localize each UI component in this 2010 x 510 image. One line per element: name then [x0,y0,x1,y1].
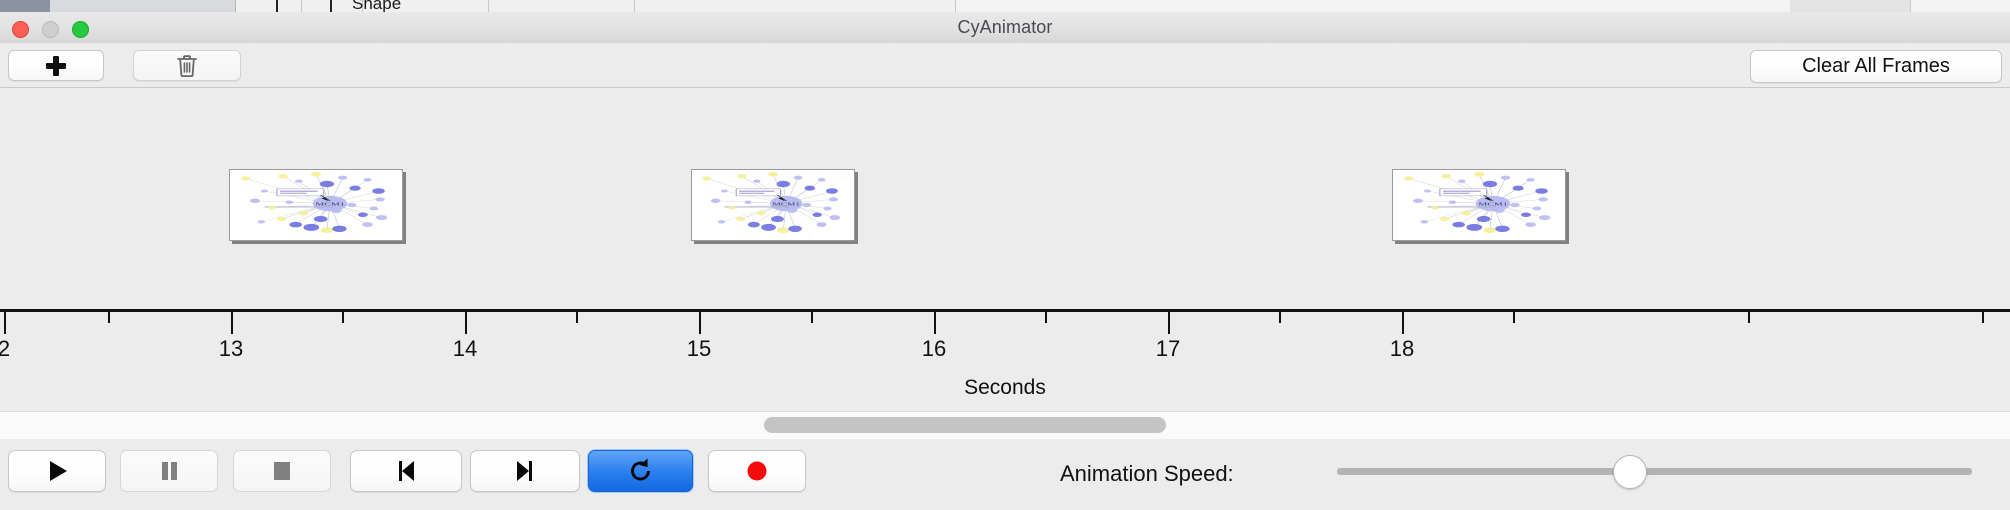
record-button[interactable] [708,450,806,492]
plus-icon [45,55,67,77]
timeline-tick-label: 2 [0,336,11,361]
timeline-frame-thumbnail[interactable]: MCM1 [229,169,403,241]
pause-icon [162,462,177,480]
play-button[interactable] [8,450,106,492]
timeline-scrollbar-thumb[interactable] [763,417,1166,433]
svg-text:MCM1: MCM1 [1478,201,1508,206]
timeline-scrollbar[interactable] [0,411,2010,440]
timeline-axis [0,309,2010,312]
timeline-tick-major [934,312,936,334]
timeline-tick-major [1168,312,1170,334]
close-icon[interactable] [12,21,29,38]
background-cell [236,0,302,12]
timeline-frame-thumbnail[interactable]: MCM1 [691,169,855,241]
timeline-tick-major [231,312,233,334]
timeline-tick-label: 13 [218,336,244,361]
slider-track [1337,468,1972,475]
timeline-frame-thumbnail[interactable]: MCM1 [1392,169,1566,241]
background-glyph [276,0,278,12]
animation-speed-slider[interactable] [1337,455,1972,489]
timeline-tick-label: 15 [686,336,712,361]
background-window-strip: Shape [0,0,2010,12]
timeline-tick-minor [342,312,344,323]
timeline-tick-major [4,312,6,334]
playback-control-bar: Animation Speed: [0,439,2010,510]
timeline-tick-label: 16 [921,336,947,361]
timeline-tick-minor [811,312,813,323]
background-cell [489,0,635,12]
traffic-light-group [12,21,89,38]
play-icon [50,461,67,481]
svg-text:MCM1: MCM1 [772,201,800,206]
background-cell [1790,0,1911,12]
background-glyph [330,0,332,12]
frame-toolbar: Clear All Frames [0,43,2010,88]
loop-button[interactable] [588,450,693,492]
timeline-tick-minor [1982,312,1984,323]
stop-button[interactable] [233,450,331,492]
background-window-label: Shape [352,0,402,12]
background-panel-2 [50,0,236,12]
svg-text:MCM1: MCM1 [315,201,345,206]
timeline-tick-minor [1045,312,1047,323]
background-cell [635,0,956,12]
delete-frame-button[interactable] [133,50,241,81]
timeline-tick-minor [1748,312,1750,323]
timeline-tick-minor [1513,312,1515,323]
timeline-tick-minor [576,312,578,323]
stop-icon [274,462,290,480]
skip-end-button[interactable] [470,450,580,492]
add-frame-button[interactable] [8,50,104,81]
pause-button[interactable] [120,450,218,492]
skip-start-icon [399,461,414,481]
background-cell [302,0,363,12]
timeline-panel[interactable]: MCM1 MCM1 MCM1 [0,88,2010,411]
skip-start-button[interactable] [350,450,462,492]
timeline-tick-major [1402,312,1404,334]
background-cell [363,0,489,12]
trash-icon [177,54,197,77]
timeline-tick-major [699,312,701,334]
animation-speed-label: Animation Speed: [1060,461,1234,486]
record-icon [747,461,767,481]
timeline-tick-minor [108,312,110,323]
slider-thumb[interactable] [1613,455,1648,489]
minimize-icon[interactable] [42,21,59,38]
clear-all-frames-button[interactable]: Clear All Frames [1750,50,2002,83]
title-bar: CyAnimator [0,12,2010,44]
timeline-tick-label: 14 [452,336,478,361]
zoom-icon[interactable] [72,21,89,38]
window-title: CyAnimator [957,17,1053,37]
timeline-tick-minor [1279,312,1281,323]
loop-icon [630,458,650,481]
timeline-tick-major [465,312,467,334]
axis-title-seconds: Seconds [964,376,1046,399]
skip-end-icon [517,461,532,481]
timeline-tick-label: 17 [1155,336,1181,361]
background-dark-panel [0,0,50,12]
timeline-tick-label: 18 [1389,336,1415,361]
